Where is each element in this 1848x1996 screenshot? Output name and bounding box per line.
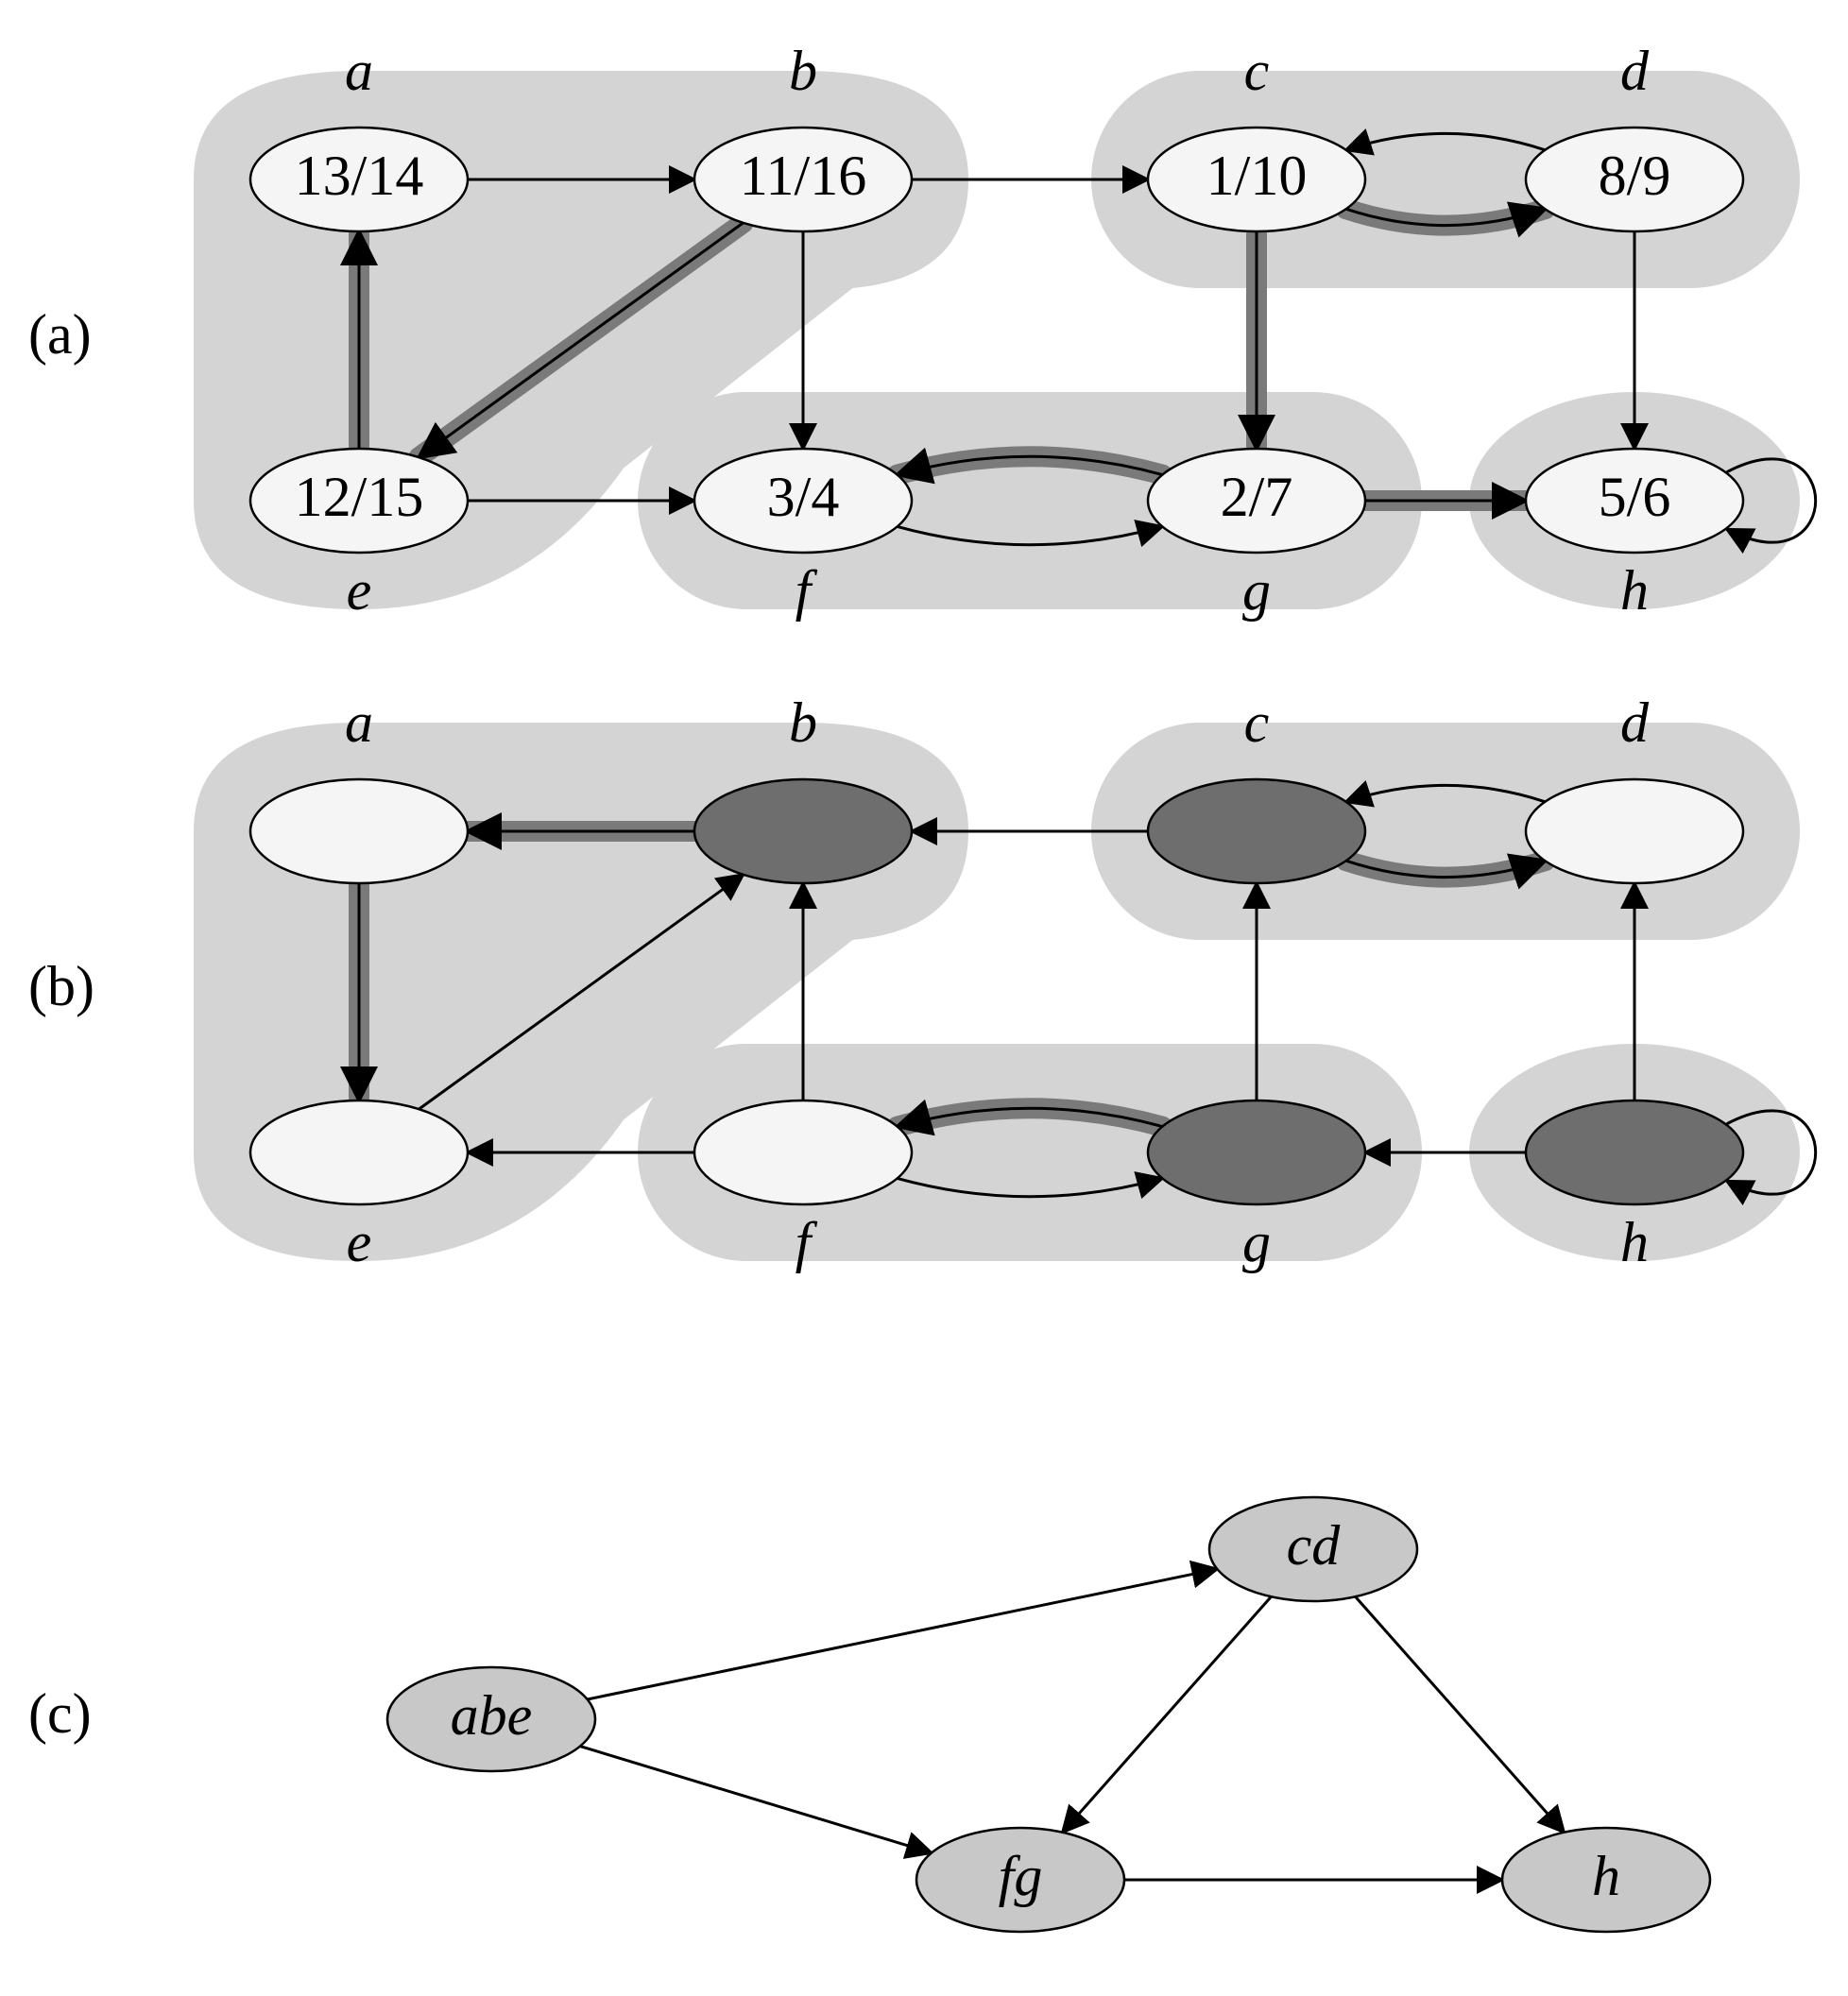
graph-node-e xyxy=(250,1100,468,1204)
edge xyxy=(588,1569,1218,1699)
graph-node-c xyxy=(1148,779,1365,883)
node-text: 5/6 xyxy=(1599,466,1671,528)
node-text: 3/4 xyxy=(767,466,840,528)
node-text: abe xyxy=(451,1684,533,1747)
node-text: h xyxy=(1592,1845,1620,1907)
graph-node-b xyxy=(694,779,912,883)
node-label: g xyxy=(1242,559,1271,622)
node-label: a xyxy=(345,40,373,102)
node-label: e xyxy=(347,559,372,622)
node-text: 8/9 xyxy=(1599,145,1671,207)
panel-label-a: (a) xyxy=(28,303,92,366)
node-text: fg xyxy=(999,1845,1043,1907)
node-label: a xyxy=(345,691,373,754)
graph-node-f xyxy=(694,1100,912,1204)
node-label: d xyxy=(1620,691,1650,754)
node-label: h xyxy=(1620,1211,1649,1273)
node-text: 11/16 xyxy=(740,145,866,207)
node-label: b xyxy=(789,40,817,102)
node-label: e xyxy=(347,1211,372,1273)
node-label: b xyxy=(789,691,817,754)
edge xyxy=(1356,1596,1565,1832)
edge xyxy=(1063,1596,1272,1832)
panel-label-c: (c) xyxy=(28,1682,92,1745)
node-text: 1/10 xyxy=(1206,145,1308,207)
node-text: 12/15 xyxy=(295,466,424,528)
graph-node-g xyxy=(1148,1100,1365,1204)
node-label: h xyxy=(1620,559,1649,622)
panel-label-b: (b) xyxy=(28,955,94,1017)
node-text: 2/7 xyxy=(1221,466,1293,528)
graph-node-h xyxy=(1526,1100,1743,1204)
node-label: d xyxy=(1620,40,1650,102)
diagram-root: (a)13/14a11/16b1/10c8/9d12/15e3/4f2/7g5/… xyxy=(0,0,1848,1996)
node-label: c xyxy=(1244,691,1270,754)
node-text: 13/14 xyxy=(295,145,424,207)
edge xyxy=(580,1747,932,1853)
node-text: cd xyxy=(1287,1514,1342,1577)
graph-node-a xyxy=(250,779,468,883)
graph-node-d xyxy=(1526,779,1743,883)
node-label: c xyxy=(1244,40,1270,102)
node-label: g xyxy=(1242,1211,1271,1273)
